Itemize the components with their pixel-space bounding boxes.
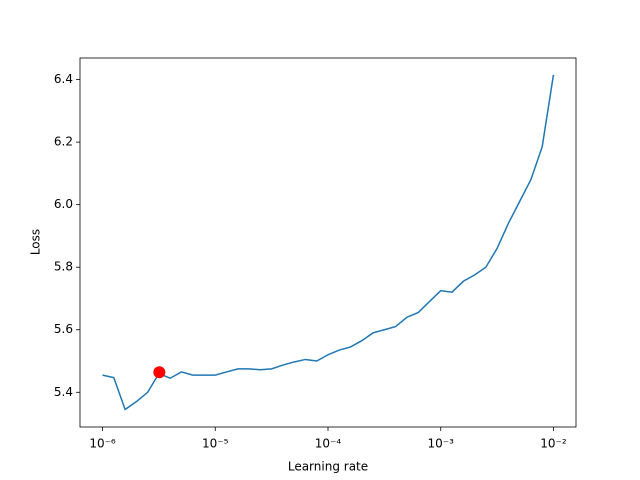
y-tick-label: 6.4 (54, 72, 73, 86)
y-tick-label: 5.6 (54, 322, 73, 336)
x-tick-label: 10⁻⁵ (202, 437, 229, 451)
axes-frame (79, 57, 577, 428)
suggested-point (153, 366, 166, 379)
y-tick-label: 5.8 (54, 260, 73, 274)
x-axis-label: Learning rate (288, 460, 368, 474)
loss-line (102, 74, 555, 411)
y-tick-label: 6.0 (54, 197, 73, 211)
x-tick-label: 10⁻⁶ (89, 437, 116, 451)
y-tick-label: 5.4 (54, 385, 73, 399)
x-tick-label: 10⁻³ (428, 437, 455, 451)
y-tick-label: 6.2 (54, 135, 73, 149)
y-axis-label: Loss (29, 229, 43, 255)
x-tick-label: 10⁻² (540, 437, 567, 451)
x-tick-label: 10⁻⁴ (315, 437, 342, 451)
